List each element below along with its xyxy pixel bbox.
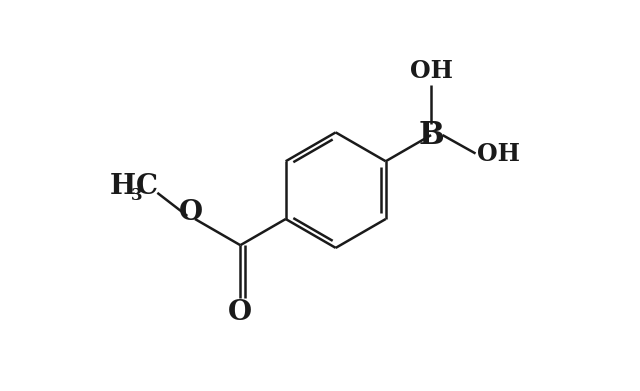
Text: OH: OH: [410, 59, 452, 83]
Text: O: O: [179, 199, 204, 226]
Text: 3: 3: [131, 187, 142, 204]
Text: O: O: [228, 300, 252, 326]
Text: B: B: [418, 120, 444, 151]
Text: C: C: [136, 173, 158, 200]
Text: OH: OH: [477, 142, 520, 165]
Text: H: H: [109, 173, 136, 200]
